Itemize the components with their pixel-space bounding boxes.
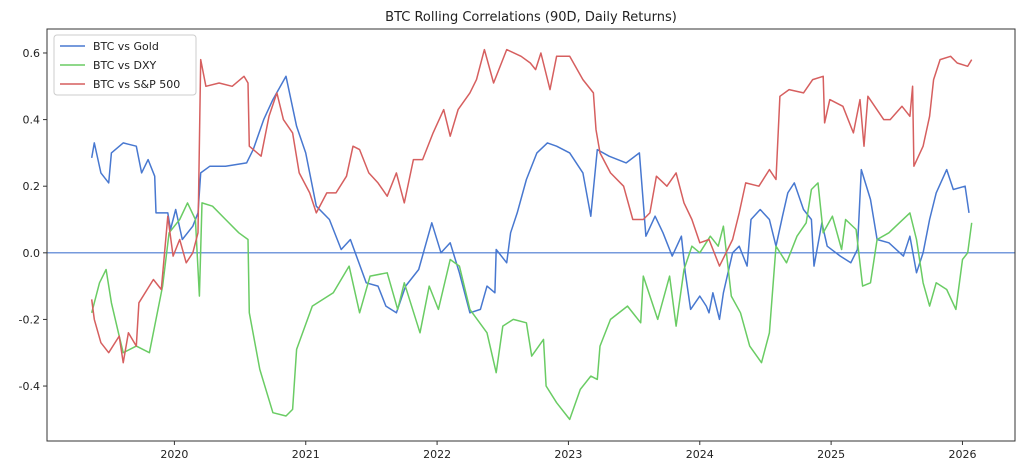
y-tick-label: 0.2 (23, 180, 41, 193)
x-tick-label: 2025 (817, 448, 845, 461)
y-tick-label: -0.4 (19, 380, 40, 393)
legend-label: BTC vs DXY (93, 59, 157, 72)
y-tick-label: 0.4 (23, 114, 41, 127)
x-tick-label: 2023 (554, 448, 582, 461)
series-line-2 (90, 48, 973, 364)
chart-title: BTC Rolling Correlations (90D, Daily Ret… (385, 10, 677, 25)
legend-label: BTC vs Gold (93, 40, 159, 53)
series-line-1 (90, 182, 973, 421)
y-tick-label: 0.6 (23, 47, 41, 60)
series-line-0 (90, 75, 970, 321)
x-tick-label: 2021 (292, 448, 320, 461)
series-layer (90, 48, 973, 421)
x-tick-label: 2024 (686, 448, 714, 461)
x-tick-label: 2020 (160, 448, 188, 461)
axis-ticks: 2020 2021 2022 2023 2024 2025 2026 -0.4 -0.2 0.0 0… (19, 47, 977, 461)
plot-frame (46, 28, 1016, 442)
y-tick-label: -0.2 (19, 313, 40, 326)
legend-label: BTC vs S&P 500 (93, 78, 180, 91)
legend-box (53, 34, 197, 96)
legend: BTC vs Gold BTC vs DXY BTC vs S&P 500 (53, 34, 197, 96)
x-tick-label: 2026 (948, 448, 976, 461)
x-tick-label: 2022 (423, 448, 451, 461)
y-tick-label: 0.0 (23, 247, 41, 260)
